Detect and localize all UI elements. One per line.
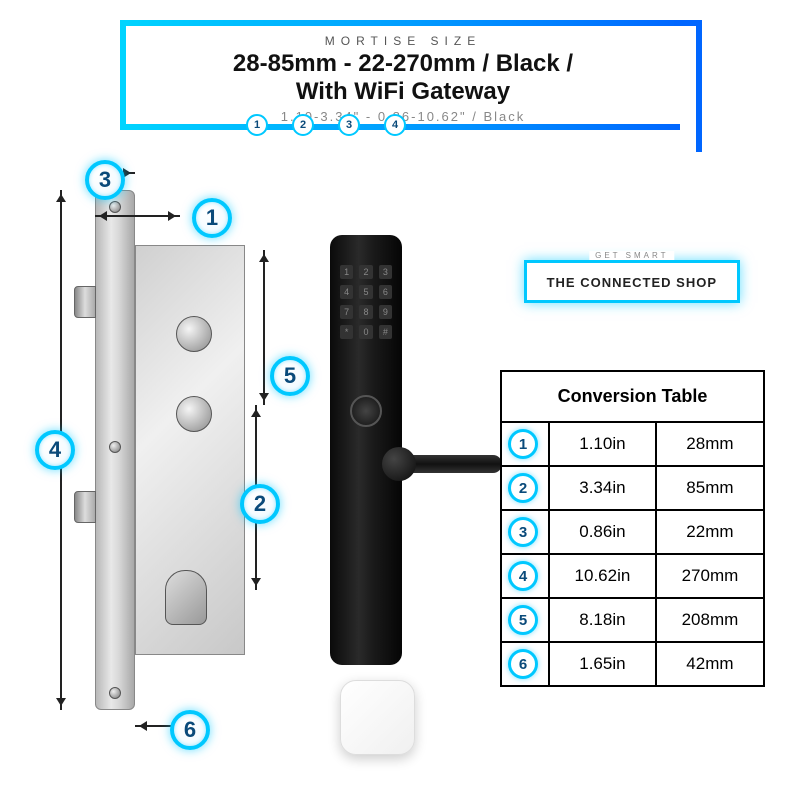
dimension-badge-3: 3 [85, 160, 125, 200]
cell-inches: 8.18in [549, 598, 656, 642]
dimension-badge-5: 5 [270, 356, 310, 396]
conversion-table-body: 1 1.10in 28mm 2 3.34in 85mm 3 0.86in 22m… [501, 422, 764, 686]
table-row: 1 1.10in 28mm [501, 422, 764, 466]
wifi-gateway-device [340, 680, 415, 755]
dimension-arrow-1 [95, 215, 180, 217]
cell-mm: 208mm [656, 598, 764, 642]
cell-inches: 0.86in [549, 510, 656, 554]
table-row: 3 0.86in 22mm [501, 510, 764, 554]
conversion-table-title: Conversion Table [501, 371, 764, 422]
smart-lock-product: 1 2 3 4 5 6 7 8 9 * 0 # [330, 235, 402, 665]
header-title-line2: With WiFi Gateway [296, 78, 510, 105]
screw-icon [109, 441, 121, 453]
screw-icon [109, 687, 121, 699]
keypad-key: 8 [359, 305, 372, 319]
table-row: 4 10.62in 270mm [501, 554, 764, 598]
header-eyebrow: MORTISE SIZE [126, 34, 680, 48]
cell-mm: 85mm [656, 466, 764, 510]
spindle-hole [176, 316, 212, 352]
mortise-diagram [95, 190, 255, 710]
keypad-key: 0 [359, 325, 372, 339]
fingerprint-icon [350, 395, 382, 427]
mini-badge-4: 4 [384, 114, 406, 136]
table-row: 5 8.18in 208mm [501, 598, 764, 642]
keypad-key: 6 [379, 285, 392, 299]
cell-mm: 22mm [656, 510, 764, 554]
row-badge: 4 [508, 561, 538, 591]
mini-badge-3: 3 [338, 114, 360, 136]
cell-mm: 42mm [656, 642, 764, 686]
keypad-key: * [340, 325, 353, 339]
screw-icon [109, 201, 121, 213]
keypad-key: 9 [379, 305, 392, 319]
table-row: 6 1.65in 42mm [501, 642, 764, 686]
cell-inches: 3.34in [549, 466, 656, 510]
keypad: 1 2 3 4 5 6 7 8 9 * 0 # [340, 265, 392, 339]
dimension-badge-6: 6 [170, 710, 210, 750]
latch-bottom [74, 491, 96, 523]
cell-inches: 10.62in [549, 554, 656, 598]
mini-badge-1: 1 [246, 114, 268, 136]
brand-name: THE CONNECTED SHOP [547, 275, 717, 290]
header-title-line1: 28-85mm - 22-270mm / Black / [233, 50, 573, 77]
cell-inches: 1.10in [549, 422, 656, 466]
row-badge: 2 [508, 473, 538, 503]
key-cylinder [165, 570, 207, 625]
conversion-table: Conversion Table 1 1.10in 28mm 2 3.34in … [500, 370, 765, 687]
dimension-badge-2: 2 [240, 484, 280, 524]
cell-mm: 270mm [656, 554, 764, 598]
keypad-key: 1 [340, 265, 353, 279]
header-frame: MORTISE SIZE 28-85mm - 22-270mm / Black … [120, 20, 680, 130]
door-handle [392, 455, 502, 473]
keypad-key: # [379, 325, 392, 339]
keypad-key: 3 [379, 265, 392, 279]
table-row: 2 3.34in 85mm [501, 466, 764, 510]
keypad-key: 5 [359, 285, 372, 299]
header-mini-badges: 1 2 3 4 [246, 114, 406, 136]
row-badge: 5 [508, 605, 538, 635]
row-badge: 6 [508, 649, 538, 679]
dimension-badge-4: 4 [35, 430, 75, 470]
latch-top [74, 286, 96, 318]
keypad-key: 4 [340, 285, 353, 299]
row-badge: 3 [508, 517, 538, 547]
header-title: 28-85mm - 22-270mm / Black / With WiFi G… [126, 50, 680, 105]
cell-mm: 28mm [656, 422, 764, 466]
brand-badge: GET SMART THE CONNECTED SHOP [524, 260, 740, 303]
mini-badge-2: 2 [292, 114, 314, 136]
keypad-key: 2 [359, 265, 372, 279]
keypad-key: 7 [340, 305, 353, 319]
spindle-hole [176, 396, 212, 432]
dimension-badge-1: 1 [192, 198, 232, 238]
mortise-faceplate [95, 190, 135, 710]
cell-inches: 1.65in [549, 642, 656, 686]
row-badge: 1 [508, 429, 538, 459]
dimension-arrow-5 [263, 250, 265, 405]
header-content: MORTISE SIZE 28-85mm - 22-270mm / Black … [126, 26, 680, 124]
brand-tagline: GET SMART [589, 251, 674, 260]
